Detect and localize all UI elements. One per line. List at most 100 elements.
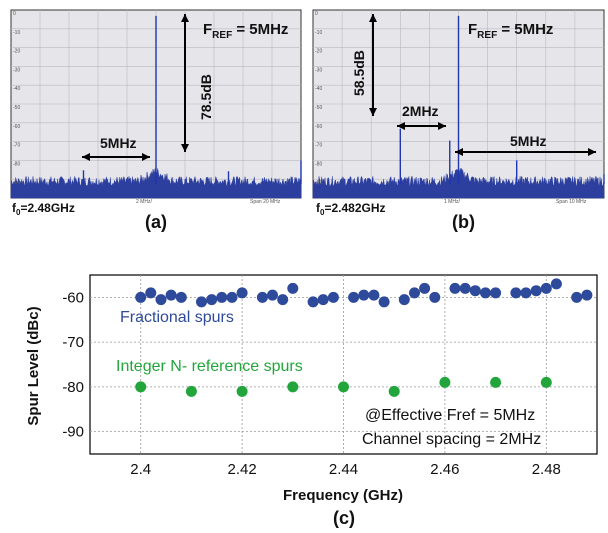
panel-b-spur-arrowhead-bottom <box>369 108 377 116</box>
panel-b-y-ticks: 0 -10 -20 -30 -40 -50 -60 -70 -80 -90 <box>315 11 322 186</box>
panel-b-arrowhead-right <box>588 148 596 156</box>
fractional-spur-point <box>358 289 370 301</box>
panel-a-label: (a) <box>145 212 167 232</box>
reference-spur-point <box>338 381 349 393</box>
panel-b-center-tick: 1 MHz/ <box>444 199 460 205</box>
fractional-spur-point <box>317 294 329 306</box>
panel-a-center-tick: 2 MHz/ <box>136 199 152 205</box>
fractional-spur-point <box>368 289 380 301</box>
panel-b-y-tick-label: -80 <box>315 161 322 167</box>
panel-b-label: (b) <box>452 212 475 232</box>
panel-b-fref: FREF = 5MHz <box>468 21 553 41</box>
panel-b-spur-label: 58.5dB <box>351 50 367 96</box>
x-axis-label: Frequency (GHz) <box>283 487 403 504</box>
panel-a-f0: f0=2.48GHz <box>12 201 75 217</box>
x-tick-label: 2.4 <box>130 461 151 478</box>
fractional-spur-point <box>520 287 532 299</box>
panel-a-spur-label: 78.5dB <box>198 74 214 120</box>
panel-a-span-tick: Span 20 MHz <box>250 199 281 205</box>
panel-a-y-tick-label: -70 <box>13 143 20 149</box>
y-axis-label: Spur Level (dBc) <box>25 306 42 425</box>
panel-a-spacing-label: 5MHz <box>100 135 137 151</box>
fractional-spur-point <box>398 294 410 306</box>
fractional-spur-point <box>540 282 552 294</box>
fractional-spur-point <box>550 278 562 290</box>
x-tick-label: 2.42 <box>227 461 256 478</box>
panel-c-label: (c) <box>333 508 355 528</box>
fractional-spur-point <box>581 289 593 301</box>
panel-b-f0: f0=2.482GHz <box>316 201 386 217</box>
y-tick-label: -90 <box>62 424 84 441</box>
panel-c-points <box>135 278 593 397</box>
fractional-spur-point <box>490 287 502 299</box>
x-tick-label: 2.48 <box>532 461 561 478</box>
reference-spur-point <box>388 385 400 397</box>
panel-a-y-tick-label: -40 <box>13 86 20 92</box>
panel-b-y-tick-label: -90 <box>315 180 322 186</box>
fractional-spur-point <box>196 296 207 308</box>
annotation-fref: @Effective Fref = 5MHz <box>365 407 535 424</box>
fractional-spur-point <box>165 289 177 301</box>
reference-spur-point <box>439 376 451 388</box>
panel-a-y-tick-label: -80 <box>13 161 20 167</box>
panel-a-y-tick-label: -20 <box>13 49 20 55</box>
fractional-spur-point <box>571 291 583 303</box>
panel-b-spectrum <box>312 15 605 199</box>
fractional-spur-point <box>267 289 278 301</box>
annotation-channel-spacing: Channel spacing = 2MHz <box>362 431 541 448</box>
panel-a-y-tick-label: -30 <box>13 67 20 73</box>
fractional-spur-point <box>348 291 360 303</box>
y-tick-label: -60 <box>62 289 84 306</box>
panel-c: 2.4 2.42 2.44 2.46 2.48 -60 -70 -80 -90 Fraction… <box>25 274 598 504</box>
panel-b-small-spacing-label: 2MHz <box>402 103 439 119</box>
panel-b-y-tick-label: -50 <box>315 105 322 111</box>
panel-b-arrowhead-left <box>455 148 463 156</box>
fractional-spur-point <box>226 291 238 303</box>
y-tick-label: -70 <box>62 334 84 351</box>
panel-b-y-tick-label: -70 <box>315 143 322 149</box>
series-label-integer: Integer N- reference spurs <box>116 358 303 375</box>
panel-a-y-ticks: 0 -10 -20 -30 -40 -50 -60 -70 -80 -90 <box>13 11 20 186</box>
panel-b-y-tick-label: -20 <box>315 49 322 55</box>
panel-a-y-tick-label: -60 <box>13 124 20 130</box>
reference-spur-point <box>185 385 197 397</box>
panel-b-small-arrowhead-right <box>438 122 446 130</box>
panel-a-y-tick-label: 0 <box>13 11 16 17</box>
panel-b-span-tick: Span 10 MHz <box>556 199 587 205</box>
fractional-spur-point <box>378 296 390 308</box>
fractional-spur-point <box>459 282 471 294</box>
fractional-spur-point <box>409 287 420 299</box>
fractional-spur-point <box>135 291 147 303</box>
fractional-spur-point <box>216 291 228 303</box>
reference-spur-point <box>287 381 299 393</box>
reference-spur-point <box>490 376 502 388</box>
fractional-spur-point <box>277 294 289 306</box>
panel-a-arrowhead-left <box>82 153 90 161</box>
panel-a: 0 -10 -20 -30 -40 -50 -60 -70 -80 -90 2 MHz/ Span… <box>10 9 302 217</box>
reference-spur-point <box>236 385 248 397</box>
fractional-spur-point <box>145 287 157 299</box>
panel-b-y-tick-label: 0 <box>315 11 318 17</box>
fractional-spur-point <box>449 282 461 294</box>
fractional-spur-point <box>175 291 187 303</box>
panel-b-spacing-label: 5MHz <box>510 133 547 149</box>
x-tick-label: 2.46 <box>430 461 459 478</box>
fractional-spur-point <box>155 294 167 306</box>
panel-a-y-tick-label: -50 <box>13 105 20 111</box>
panel-b-y-tick-label: -40 <box>315 86 322 92</box>
panel-b-small-arrowhead-left <box>397 122 405 130</box>
fractional-spur-point <box>480 287 491 299</box>
panel-b-spur-arrowhead-top <box>369 14 377 22</box>
panel-a-fref: FREF = 5MHz <box>203 21 288 41</box>
panel-a-arrowhead-right <box>142 153 150 161</box>
fractional-spur-point <box>256 291 268 303</box>
panel-a-spur-arrowhead-top <box>181 14 189 22</box>
panel-b-y-tick-label: -60 <box>315 124 322 130</box>
fractional-spur-point <box>236 287 248 299</box>
reference-spur-point <box>135 381 147 393</box>
fractional-spur-point <box>469 285 481 297</box>
x-tick-label: 2.44 <box>329 461 358 478</box>
panel-c-ticks: 2.4 2.42 2.44 2.46 2.48 -60 -70 -80 -90 <box>62 289 561 478</box>
panel-a-spur-arrowhead-bottom <box>181 144 189 152</box>
